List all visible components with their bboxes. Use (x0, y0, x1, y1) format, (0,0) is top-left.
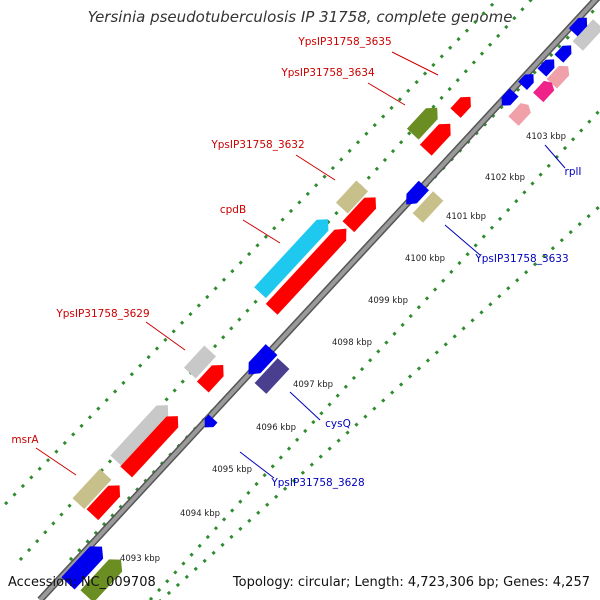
gene-arrow (406, 180, 429, 205)
gene-label: cpdB (220, 204, 246, 216)
gene-arrow (204, 414, 218, 428)
gene-label: YpsIP31758_3629 (55, 308, 149, 320)
gene-labels: YpsIP31758_3635 YpsIP31758_3634 YpsIP31758… (11, 36, 581, 489)
gene-arrow (254, 358, 290, 394)
gene-label: YpsIP31758_3632 (210, 139, 304, 151)
leader-line (391, 51, 439, 76)
gene-arrow (342, 197, 377, 233)
gene-arrow (406, 107, 438, 140)
kbp-tick-label: 4096 kbp (256, 423, 296, 433)
gene-arrow (86, 485, 121, 521)
gene-arrow (537, 59, 555, 77)
dotted-guide-line (0, 0, 499, 512)
dotted-guide-line (158, 203, 600, 600)
genome-summary-text: Topology: circular; Length: 4,723,306 bp… (232, 575, 590, 590)
gene-label: YpsIP31758_3633 (474, 253, 568, 265)
gene-label: YpsIP31758_3635 (297, 36, 391, 48)
kbp-tick-label: 4098 kbp (332, 338, 372, 348)
gene-arrow (254, 219, 329, 299)
gene-arrow (196, 364, 224, 393)
kbp-tick-label: 4095 kbp (212, 465, 252, 475)
gene-arrow (183, 345, 217, 379)
dotted-guide-line (148, 108, 600, 600)
gene-arrow (450, 96, 471, 118)
gene-label: cysQ (325, 418, 351, 430)
kbp-tick-label: 4101 kbp (446, 212, 486, 222)
gene-arrow (568, 17, 588, 37)
gene-arrow (412, 191, 444, 223)
gene-arrow (546, 65, 570, 89)
gene-arrow (508, 103, 531, 126)
gene-arrow (110, 405, 169, 467)
map-title: Yersinia pseudotuberculosis IP 31758, co… (87, 8, 513, 26)
accession-text: Accession: NC_009708 (8, 575, 156, 590)
gene-arrow (80, 559, 123, 600)
gene-arrow (335, 180, 369, 214)
leader-line (444, 224, 481, 256)
kbp-tick-labels: 4093 kbp 4094 kbp 4095 kbp 4096 kbp 4097 kbp… (120, 132, 566, 564)
gene-arrow (120, 416, 179, 478)
leader-line (289, 391, 321, 421)
leader-line (35, 447, 77, 476)
gene-label: msrA (11, 434, 39, 446)
leader-line (242, 219, 281, 244)
gene-arrow (533, 80, 555, 103)
leader-line (367, 82, 406, 106)
gene-arrow (265, 228, 347, 315)
kbp-tick-label: 4100 kbp (405, 254, 445, 264)
gene-arrow (554, 45, 572, 63)
kbp-tick-label: 4102 kbp (485, 173, 525, 183)
gene-features (61, 17, 600, 600)
label-leader-lines (35, 51, 566, 479)
kbp-tick-label: 4093 kbp (120, 554, 160, 564)
gene-arrow (501, 88, 519, 106)
gene-arrow (61, 546, 104, 590)
gene-arrow (248, 344, 278, 375)
leader-line (295, 154, 336, 181)
kbp-tick-label: 4099 kbp (368, 296, 408, 306)
gene-label: YpsIP31758_3634 (280, 67, 375, 79)
gene-label: YpsIP31758_3628 (270, 477, 364, 489)
gene-arrow (419, 123, 451, 156)
kbp-tick-label: 4097 kbp (293, 380, 333, 390)
kbp-tick-label: 4094 kbp (180, 509, 220, 519)
gene-arrow (518, 74, 534, 90)
gene-arrow (572, 19, 600, 51)
leader-line (145, 321, 186, 351)
kbp-tick-label: 4103 kbp (526, 132, 566, 142)
gene-arrow (72, 468, 112, 510)
leader-line (239, 451, 275, 479)
leader-line (544, 144, 566, 169)
gene-label: rplI (565, 166, 582, 178)
